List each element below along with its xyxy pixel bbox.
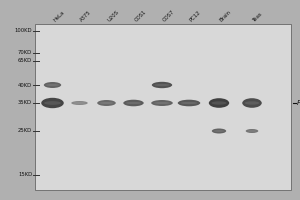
Bar bbox=[34, 57, 291, 63]
Ellipse shape bbox=[178, 100, 200, 106]
Bar bbox=[34, 24, 291, 30]
Text: 35KD: 35KD bbox=[18, 100, 32, 106]
Ellipse shape bbox=[151, 100, 173, 106]
Text: 15KD: 15KD bbox=[18, 172, 32, 178]
Bar bbox=[34, 173, 291, 179]
Bar bbox=[34, 184, 291, 190]
Ellipse shape bbox=[211, 101, 227, 105]
Ellipse shape bbox=[126, 102, 141, 104]
Text: HeLa: HeLa bbox=[52, 10, 65, 23]
Text: A375: A375 bbox=[80, 10, 93, 23]
Ellipse shape bbox=[152, 82, 172, 88]
Bar bbox=[34, 85, 291, 90]
Bar bbox=[34, 179, 291, 184]
Bar bbox=[34, 146, 291, 151]
Bar bbox=[34, 52, 291, 57]
Bar bbox=[34, 63, 291, 68]
Ellipse shape bbox=[209, 98, 229, 108]
Bar bbox=[34, 79, 291, 85]
Ellipse shape bbox=[97, 100, 116, 106]
Ellipse shape bbox=[212, 129, 226, 134]
Ellipse shape bbox=[100, 102, 113, 104]
Ellipse shape bbox=[46, 84, 59, 86]
Bar bbox=[34, 157, 291, 162]
Ellipse shape bbox=[154, 102, 170, 104]
Bar bbox=[34, 46, 291, 52]
Bar bbox=[34, 35, 291, 41]
Ellipse shape bbox=[181, 102, 197, 104]
Bar bbox=[34, 107, 291, 113]
Bar bbox=[34, 129, 291, 135]
Ellipse shape bbox=[246, 129, 258, 133]
Bar bbox=[34, 96, 291, 101]
Text: 100KD: 100KD bbox=[15, 28, 32, 33]
Ellipse shape bbox=[71, 101, 88, 105]
Bar bbox=[34, 140, 291, 146]
Ellipse shape bbox=[214, 130, 224, 132]
Ellipse shape bbox=[245, 101, 259, 105]
Text: FBL: FBL bbox=[297, 100, 300, 106]
Bar bbox=[34, 101, 291, 107]
Text: 70KD: 70KD bbox=[18, 50, 32, 55]
Bar bbox=[34, 113, 291, 118]
Text: 25KD: 25KD bbox=[18, 129, 32, 134]
Ellipse shape bbox=[41, 98, 64, 108]
Bar bbox=[34, 90, 291, 96]
Text: COS7: COS7 bbox=[162, 9, 176, 23]
Ellipse shape bbox=[73, 102, 86, 104]
Ellipse shape bbox=[44, 82, 61, 88]
Text: Teas: Teas bbox=[252, 11, 264, 23]
Text: Brain: Brain bbox=[219, 10, 232, 23]
Bar bbox=[34, 168, 291, 173]
Bar bbox=[34, 74, 291, 79]
Bar bbox=[34, 135, 291, 140]
Ellipse shape bbox=[154, 84, 170, 86]
Text: PC12: PC12 bbox=[189, 10, 202, 23]
Bar bbox=[34, 118, 291, 124]
Bar bbox=[34, 162, 291, 168]
Ellipse shape bbox=[44, 101, 61, 105]
Bar bbox=[34, 151, 291, 157]
Bar bbox=[34, 41, 291, 46]
Bar bbox=[34, 30, 291, 35]
Ellipse shape bbox=[123, 100, 144, 106]
Text: 40KD: 40KD bbox=[18, 83, 32, 88]
Ellipse shape bbox=[247, 130, 257, 132]
Ellipse shape bbox=[242, 98, 262, 108]
Bar bbox=[34, 68, 291, 74]
Text: 65KD: 65KD bbox=[18, 58, 32, 64]
Bar bbox=[34, 24, 291, 190]
Text: COS1: COS1 bbox=[134, 9, 147, 23]
Text: U20S: U20S bbox=[106, 10, 120, 23]
Bar bbox=[34, 124, 291, 129]
